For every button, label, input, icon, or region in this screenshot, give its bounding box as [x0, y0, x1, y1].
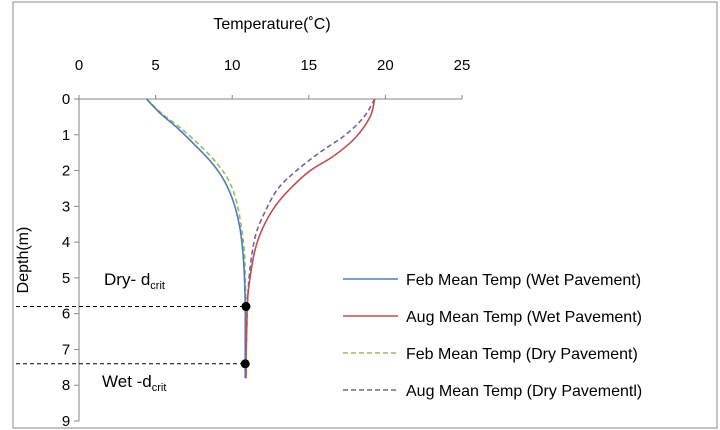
series-line — [145, 98, 247, 379]
x-tick-label: 0 — [75, 57, 83, 74]
legend: Feb Mean Temp (Wet Pavement) Aug Mean Tem… — [343, 272, 642, 400]
x-axis-title: Temperature(˚C) — [213, 16, 330, 33]
y-axis-title: Depth(m) — [15, 227, 32, 294]
critical-depth-markers — [240, 302, 251, 369]
critical-depth-annotations: Dry- dcrit Wet -dcrit — [16, 270, 246, 394]
critical-depth-point — [241, 302, 251, 312]
y-tick-label: 9 — [62, 413, 70, 430]
x-tick-label: 15 — [300, 57, 317, 74]
y-tick-label: 7 — [62, 341, 70, 358]
critical-depth-label: Wet -dcrit — [102, 372, 166, 394]
y-tick-label: 4 — [62, 234, 70, 251]
series-line — [245, 98, 376, 379]
y-tick-label: 1 — [62, 127, 70, 144]
x-tick-label: 25 — [454, 57, 471, 74]
series-line — [145, 98, 247, 379]
legend-label: Aug Mean Temp (Wet Pavement) — [406, 309, 642, 326]
critical-depth-point — [240, 359, 250, 369]
y-tick-label: 5 — [62, 270, 70, 287]
x-tick-label: 10 — [224, 57, 241, 74]
x-tick-label: 20 — [377, 57, 394, 74]
series-lines — [145, 98, 376, 379]
y-tick-label: 3 — [62, 198, 70, 215]
x-axis: 0 5 10 15 20 25 — [75, 57, 471, 100]
y-axis: 0 1 2 3 4 5 6 7 8 9 — [62, 91, 80, 430]
legend-label: Feb Mean Temp (Wet Pavement) — [406, 272, 641, 289]
legend-label: Aug Mean Temp (Dry Pavementl) — [406, 383, 642, 400]
critical-depth-label: Dry- dcrit — [104, 270, 165, 292]
y-tick-label: 0 — [62, 91, 70, 108]
y-tick-label: 6 — [62, 306, 70, 323]
y-tick-label: 8 — [62, 377, 70, 394]
chart-border — [12, 1, 718, 429]
y-tick-label: 2 — [62, 163, 70, 180]
legend-label: Feb Mean Temp (Dry Pavement) — [406, 346, 638, 363]
x-tick-label: 5 — [151, 57, 159, 74]
